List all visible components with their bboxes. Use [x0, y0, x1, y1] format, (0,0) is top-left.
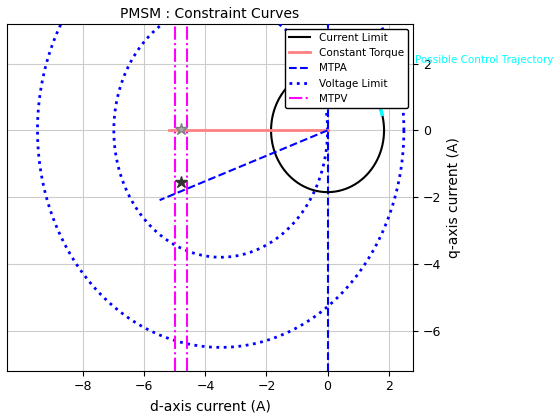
Voltage Limit — [400, 128, 407, 133]
MTPA — [324, 128, 331, 133]
MTPV — [171, 128, 178, 133]
Constant Torque — [324, 128, 331, 133]
MTPA — [279, 147, 286, 152]
Current Limit — [381, 128, 388, 133]
MTPA — [318, 131, 324, 136]
MTPV — [171, 94, 178, 100]
Current Limit — [324, 189, 331, 194]
Line: Voltage Limit: Voltage Limit — [38, 0, 404, 347]
Voltage Limit — [63, 245, 70, 250]
MTPA — [156, 198, 163, 203]
Current Limit — [324, 66, 331, 71]
Text: Possible Control Trajectory: Possible Control Trajectory — [414, 55, 553, 65]
Voltage Limit — [225, 345, 231, 350]
Y-axis label: q-axis current (A): q-axis current (A) — [447, 136, 461, 257]
Voltage Limit — [41, 66, 48, 71]
Voltage Limit — [400, 128, 407, 133]
MTPA — [171, 192, 178, 197]
MTPA — [314, 132, 321, 137]
Voltage Limit — [128, 318, 135, 323]
Current Limit — [321, 66, 328, 71]
X-axis label: d-axis current (A): d-axis current (A) — [150, 399, 270, 413]
Current Limit — [349, 73, 356, 78]
Title: PMSM : Constraint Curves: PMSM : Constraint Curves — [120, 7, 300, 21]
Line: MTPA: MTPA — [160, 130, 328, 200]
Line: Current Limit: Current Limit — [271, 68, 384, 192]
Current Limit — [326, 189, 333, 194]
Voltage Limit — [217, 345, 223, 350]
Legend: Current Limit, Constant Torque, MTPA, Voltage Limit, MTPV: Current Limit, Constant Torque, MTPA, Vo… — [285, 29, 408, 108]
MTPA — [165, 194, 171, 199]
MTPA — [293, 141, 300, 146]
Current Limit — [381, 128, 388, 133]
Current Limit — [270, 110, 277, 116]
Constant Torque — [165, 128, 172, 133]
Current Limit — [277, 161, 283, 166]
Current Limit — [297, 182, 304, 187]
